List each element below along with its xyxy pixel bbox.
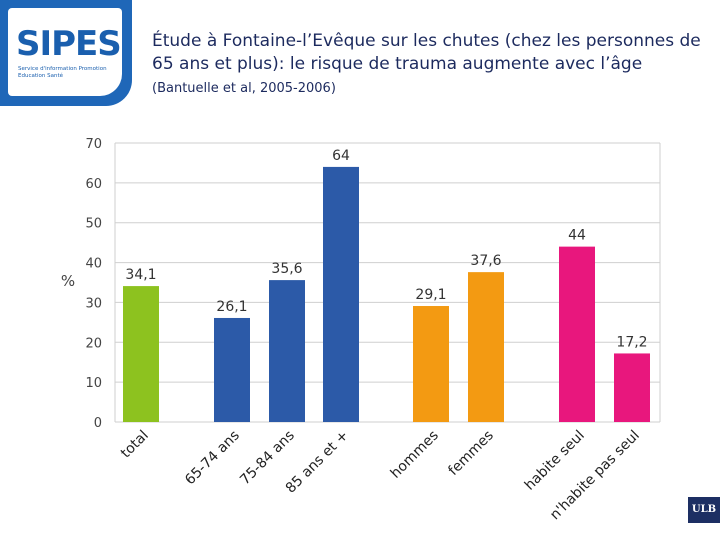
value-label: 26,1 [216,299,247,315]
y-tick-label: 20 [85,336,102,351]
ulb-badge: ULB [688,497,720,523]
title-reference: (Bantuelle et al, 2005-2006) [152,81,336,96]
y-tick-labels: 0 10 20 30 40 50 60 70 [85,137,102,431]
value-label: 34,1 [125,267,156,283]
bar-8 [614,353,650,422]
title-text: Étude à Fontaine-l’Evêque sur les chutes… [152,31,701,74]
x-tick-label: femmes [445,428,496,479]
x-tick-label: hommes [388,428,442,482]
sipes-logo: SIPES Service d'information Promotion Ed… [8,8,122,96]
logo-panel: SIPES Service d'information Promotion Ed… [0,0,132,106]
gridlines [114,142,661,423]
value-label: 35,6 [271,261,302,277]
x-tick-label: total [118,428,152,462]
y-tick-label: 0 [94,416,102,431]
logo-tagline: Service d'information Promotion Educatio… [18,66,107,79]
x-tick-label: 65-74 ans [182,428,243,489]
value-label: 17,2 [616,334,647,350]
bars [123,166,650,422]
y-tick-label: 70 [85,137,102,152]
bar-2 [214,317,250,422]
bar-1 [123,286,159,422]
bar-4 [323,166,359,422]
y-tick-label: 60 [85,177,102,192]
bar-chart: 0 10 20 30 40 50 60 70 % 34,1 26,1 35,6 64 29,1 37,6… [61,137,661,524]
value-label: 29,1 [415,287,446,303]
value-label: 64 [332,148,350,164]
logo-wordmark: SIPES [16,24,122,64]
value-labels: 34,1 26,1 35,6 64 29,1 37,6 44 17,2 [125,148,647,351]
value-label: 44 [568,228,586,244]
bar-6 [468,272,504,422]
y-tick-label: 10 [85,376,102,391]
y-tick-label: 40 [85,257,102,272]
y-tick-label: 50 [85,217,102,232]
bar-7 [559,246,595,422]
slide-title: Étude à Fontaine-l’Evêque sur les chutes… [152,30,712,100]
bar-3 [269,280,305,422]
value-label: 37,6 [470,253,501,269]
y-tick-label: 30 [85,296,102,311]
bar-5 [413,306,449,422]
y-axis-label: % [61,272,75,290]
